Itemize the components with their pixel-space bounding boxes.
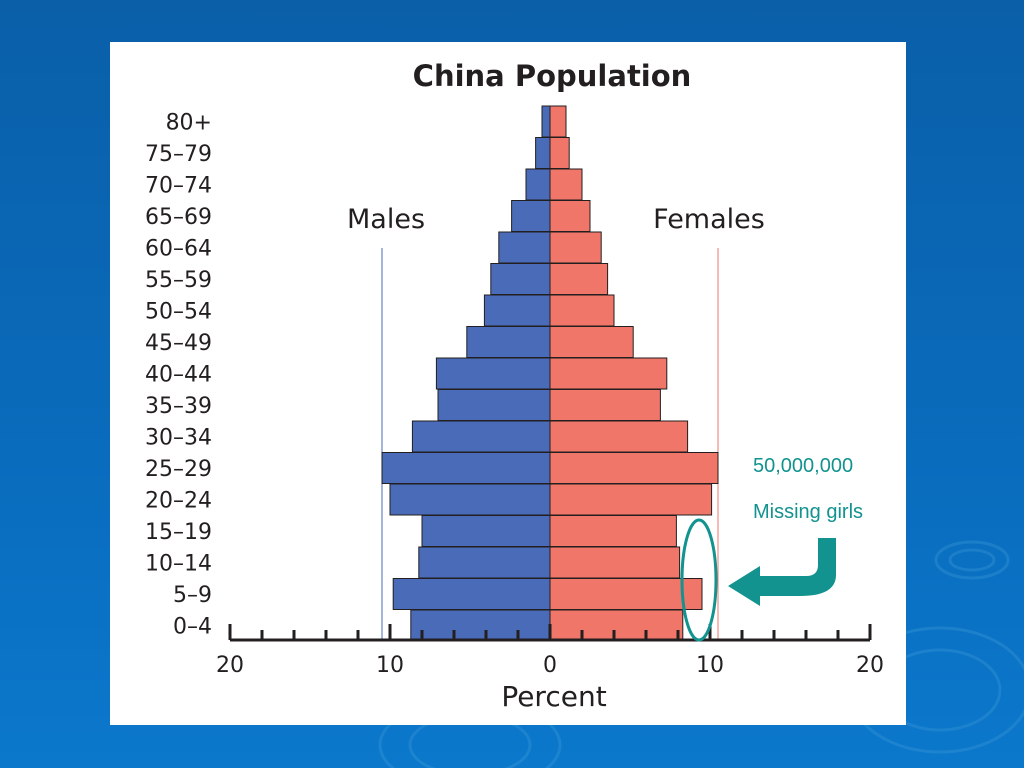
- bar-males-4: [498, 231, 551, 264]
- series-label-females: Females: [653, 204, 765, 235]
- x-tick-label-3: 10: [696, 653, 724, 678]
- category-label-16: 0–4: [173, 615, 212, 640]
- population-pyramid-chart: China Population Males Females 80+ 75–79 70–7…: [145, 59, 884, 713]
- bar-females-16: [549, 609, 684, 642]
- bar-females-11: [549, 452, 719, 484]
- bar-males-5: [490, 263, 551, 295]
- bar-males-3: [511, 200, 551, 232]
- category-label-9: 35–39: [145, 394, 212, 419]
- chart-card: China Population Males Females 80+ 75–79 70–7…: [110, 42, 906, 725]
- annotation-label: Missing girls: [753, 501, 864, 523]
- bar-females-12: [549, 483, 713, 516]
- category-label-6: 50–54: [145, 300, 212, 325]
- category-label-11: 25–29: [145, 457, 212, 482]
- bar-males-7: [466, 326, 551, 358]
- bar-males-16: [410, 609, 551, 642]
- bar-females-14: [549, 546, 681, 579]
- category-label-12: 20–24: [145, 489, 212, 514]
- x-axis-label: Percent: [501, 680, 606, 713]
- bar-females-10: [549, 420, 689, 453]
- bar-males-11: [381, 452, 551, 484]
- bar-males-1: [535, 137, 551, 169]
- category-label-8: 40–44: [145, 363, 212, 388]
- category-label-4: 60–64: [145, 237, 212, 262]
- bar-females-8: [549, 357, 668, 390]
- category-label-2: 70–74: [145, 174, 212, 199]
- x-tick-label-2: 0: [543, 653, 557, 678]
- bar-females-1: [549, 137, 570, 169]
- bar-males-6: [483, 294, 551, 327]
- bar-males-15: [392, 578, 551, 610]
- category-label-15: 5–9: [173, 583, 212, 608]
- bar-females-13: [549, 515, 677, 547]
- chart-title: China Population: [413, 59, 692, 93]
- bar-males-10: [411, 420, 551, 453]
- category-label-3: 65–69: [145, 205, 212, 230]
- category-label-7: 45–49: [145, 331, 212, 356]
- bar-females-0: [549, 105, 567, 138]
- bar-females-2: [549, 168, 583, 201]
- bar-males-13: [421, 515, 551, 547]
- series-label-males: Males: [347, 204, 425, 235]
- bar-females-6: [549, 294, 615, 327]
- x-tick-label-1: 10: [376, 653, 404, 678]
- bar-males-2: [525, 168, 551, 201]
- category-label-10: 30–34: [145, 426, 212, 451]
- bar-males-8: [435, 357, 551, 390]
- category-label-1: 75–79: [145, 142, 212, 167]
- category-label-14: 10–14: [145, 552, 212, 577]
- bar-females-3: [549, 200, 591, 232]
- bar-females-7: [549, 326, 634, 358]
- bar-females-5: [549, 263, 609, 295]
- bar-males-9: [437, 389, 551, 421]
- bar-males-12: [389, 483, 551, 516]
- x-tick-label-0: 20: [216, 653, 244, 678]
- category-label-13: 15–19: [145, 520, 212, 545]
- bar-males-0: [541, 105, 551, 138]
- category-label-0: 80+: [166, 111, 212, 136]
- x-tick-label-4: 20: [856, 653, 884, 678]
- category-label-5: 55–59: [145, 268, 212, 293]
- bar-females-9: [549, 389, 661, 421]
- bar-females-4: [549, 231, 602, 264]
- bar-females-15: [549, 578, 703, 610]
- bar-males-14: [418, 546, 551, 579]
- annotation-count: 50,000,000: [753, 455, 854, 477]
